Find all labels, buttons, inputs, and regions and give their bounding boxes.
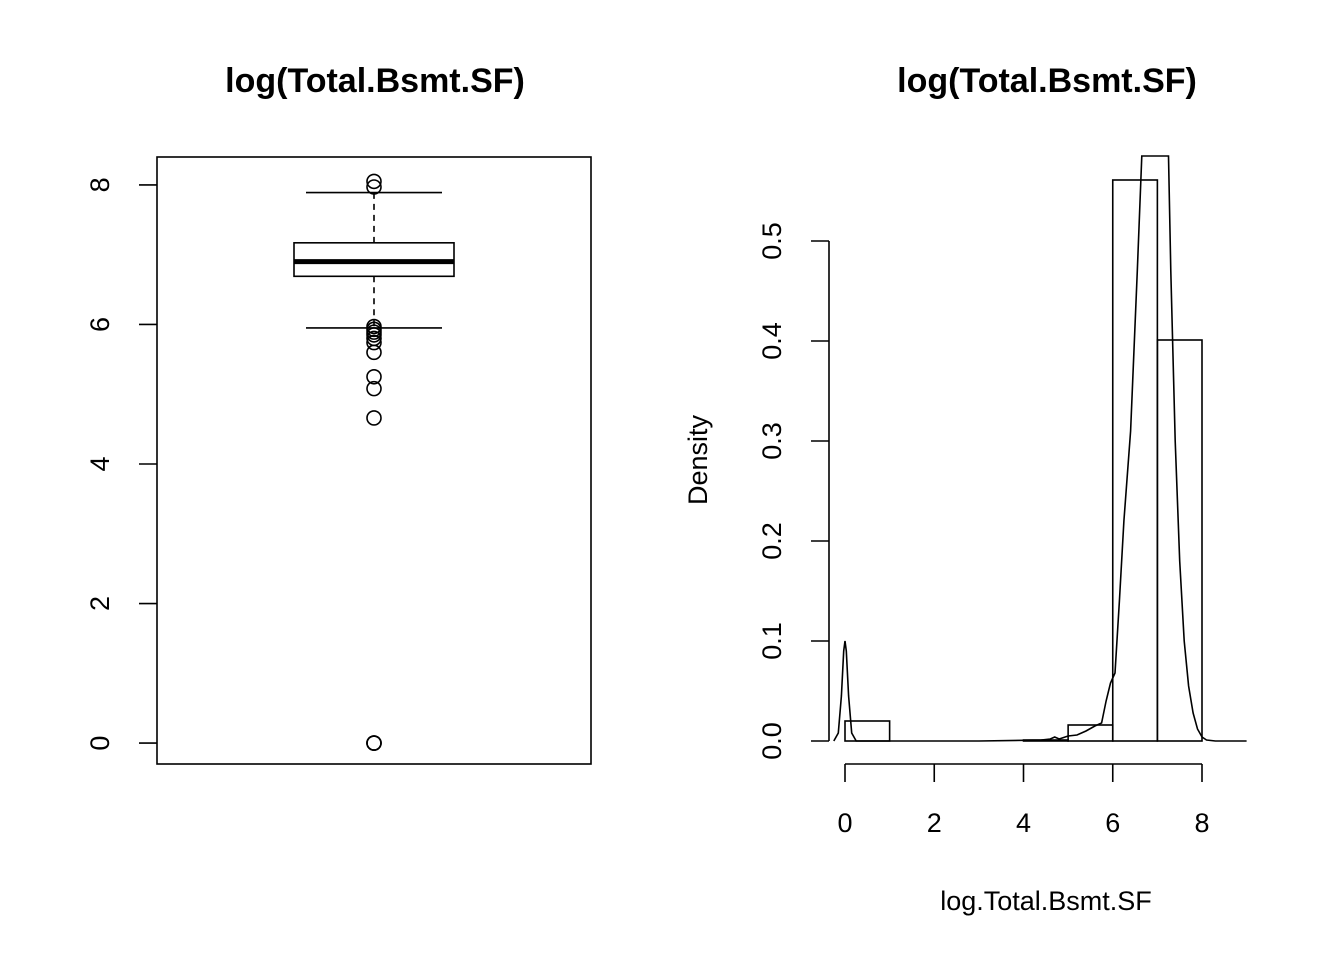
histogram-x-tick-label: 6 — [1105, 808, 1120, 838]
boxplot-frame — [156, 156, 592, 765]
boxplot-outlier-point — [366, 735, 382, 751]
histogram-bar — [1067, 724, 1114, 742]
boxplot-y-axis: 0 2 4 6 8 — [85, 177, 157, 751]
histogram-y-tick-label: 0.2 — [757, 522, 787, 560]
boxplot-y-tick-label: 0 — [85, 736, 115, 751]
boxplot-outlier-point — [366, 380, 382, 397]
histogram-y-tick-label: 0.1 — [757, 622, 787, 660]
histogram-x-tick-label: 2 — [927, 808, 942, 838]
boxplot-title: log(Total.Bsmt.SF) — [225, 62, 525, 100]
boxplot-y-tick-label: 2 — [85, 596, 115, 611]
boxplot-panel: log(Total.Bsmt.SF) 0 2 4 6 8 — [85, 62, 592, 765]
boxplot-outlier-point — [366, 410, 382, 426]
boxplot-outlier-point — [366, 327, 382, 343]
density-curve — [833, 155, 1247, 742]
boxplot-outlier-point — [366, 368, 382, 385]
boxplot-box-group — [293, 191, 455, 329]
boxplot-outlier-point — [366, 344, 382, 361]
histogram-title: log(Total.Bsmt.SF) — [897, 62, 1197, 100]
boxplot-outlier-point — [366, 179, 382, 195]
histogram-y-axis-title: Density — [683, 414, 713, 505]
histogram-bar — [1111, 179, 1159, 742]
histogram-x-tick-label: 4 — [1016, 808, 1031, 838]
histogram-bars — [844, 179, 1203, 742]
boxplot-y-tick-label: 4 — [85, 456, 115, 471]
histogram-y-tick-label: 0.0 — [757, 722, 787, 760]
boxplot-outlier-point — [366, 334, 382, 351]
histogram-y-tick-label: 0.3 — [757, 422, 787, 460]
histogram-x-axis: 0 2 4 6 8 — [837, 763, 1210, 838]
histogram-panel: log(Total.Bsmt.SF) 0.0 0.1 0.2 0.3 0.4 0.5 0 2… — [683, 62, 1247, 916]
boxplot-y-tick-label: 6 — [85, 317, 115, 332]
boxplot-y-tick-label: 8 — [85, 177, 115, 192]
boxplot-outlier-point — [366, 173, 382, 190]
histogram-y-tick-label: 0.5 — [757, 222, 787, 260]
histogram-x-tick-label: 8 — [1194, 808, 1209, 838]
boxplot-outliers — [366, 173, 382, 751]
histogram-y-tick-label: 0.4 — [757, 322, 787, 360]
histogram-bar — [1156, 339, 1203, 742]
histogram-x-axis-title: log.Total.Bsmt.SF — [940, 886, 1152, 916]
histogram-y-axis: 0.0 0.1 0.2 0.3 0.4 0.5 — [757, 222, 830, 760]
histogram-x-tick-label: 0 — [837, 808, 852, 838]
